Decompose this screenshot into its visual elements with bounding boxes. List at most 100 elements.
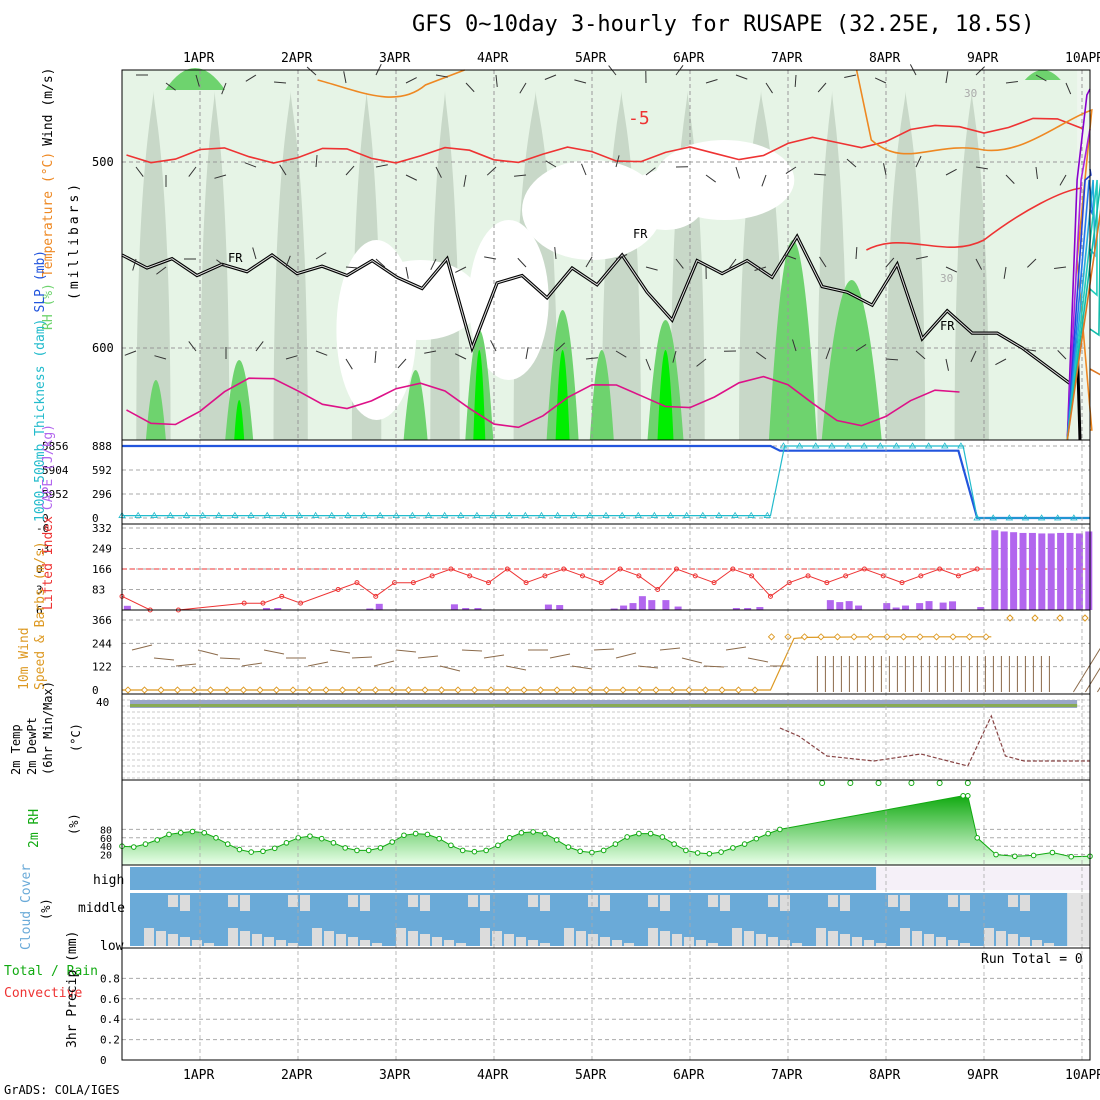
y-tick-label: 244 bbox=[92, 637, 112, 650]
cloud-gap bbox=[732, 928, 742, 946]
rh-dry-pocket bbox=[468, 220, 549, 380]
cloud-row-label: middle bbox=[78, 901, 125, 916]
lifted-index-point bbox=[749, 573, 755, 579]
cloud-gap bbox=[816, 928, 826, 946]
wind-barb bbox=[221, 82, 227, 95]
panel-ylabel: Cloud Cover bbox=[19, 864, 34, 950]
cloud-gap bbox=[540, 895, 550, 911]
wind-speed-marker bbox=[866, 633, 875, 641]
cape-bar bbox=[991, 530, 999, 610]
panel-ylabel-group: (%) bbox=[39, 898, 53, 920]
lifted-index-point bbox=[542, 573, 548, 579]
wind-barb bbox=[615, 350, 627, 358]
cloud-gap bbox=[588, 895, 598, 907]
cloud-gap bbox=[948, 940, 958, 946]
rh2m-point bbox=[506, 835, 513, 841]
wind-speed-marker bbox=[569, 686, 578, 694]
lifted-index-point bbox=[279, 593, 285, 599]
y-tick-label: 366 bbox=[92, 614, 112, 627]
panel-ylabel-group: Speed & Barbs (m/s) bbox=[33, 541, 48, 690]
wind-speed-marker bbox=[157, 686, 165, 694]
wind-barb bbox=[435, 166, 442, 178]
wind-speed-marker bbox=[734, 686, 743, 694]
rh2m-point bbox=[224, 841, 231, 847]
wind-barb bbox=[784, 254, 797, 260]
wind-barb bbox=[945, 358, 949, 371]
thickness-marker bbox=[650, 511, 659, 518]
wind-barb bbox=[554, 247, 557, 260]
wind-barb bbox=[825, 347, 831, 360]
wind-barb bbox=[135, 166, 144, 177]
panel-ylabel-group: 2m RH bbox=[27, 809, 42, 848]
cloud-gap bbox=[1008, 934, 1018, 946]
wind-barb bbox=[703, 665, 725, 668]
wind-barb bbox=[345, 358, 353, 370]
wind-barb bbox=[525, 347, 529, 360]
wind-barb bbox=[1059, 174, 1067, 186]
wind-barb bbox=[615, 155, 620, 168]
cape-bar bbox=[845, 601, 853, 610]
wind-speed-marker bbox=[1081, 614, 1089, 622]
y-tick-label: 0.6 bbox=[100, 993, 120, 1006]
wind-barb bbox=[846, 158, 857, 168]
wind-speed-marker bbox=[124, 686, 132, 694]
lifted-index-point bbox=[354, 580, 360, 586]
wind-speed-marker bbox=[239, 686, 248, 694]
cloud-gap bbox=[876, 943, 886, 946]
wind-speed-marker bbox=[536, 686, 545, 694]
wind-barb bbox=[188, 341, 197, 352]
wind-speed-marker bbox=[553, 686, 561, 694]
cloud-gap bbox=[408, 931, 418, 946]
lifted-index-point bbox=[636, 573, 642, 579]
rh2m-point bbox=[412, 830, 419, 837]
wind-barb bbox=[1027, 258, 1037, 268]
cloud-gap bbox=[948, 895, 958, 907]
wind-barb bbox=[375, 258, 386, 268]
lifted-index-point bbox=[486, 580, 492, 586]
rh2m-point bbox=[448, 842, 454, 849]
cloud-gap bbox=[648, 928, 658, 946]
panel-ylabel: 3hr Precip (mm) bbox=[65, 931, 80, 1048]
date-label-bottom: 9APR bbox=[967, 1068, 998, 1083]
panel-ylabel-group: 2m Temp 2m DewPt (6hr Min/Max) bbox=[9, 681, 55, 775]
panel-ylabel: 2m Temp bbox=[9, 724, 23, 775]
cloud-gap bbox=[744, 931, 754, 946]
cape-bar bbox=[1066, 532, 1074, 610]
wind-barb bbox=[672, 350, 677, 363]
thickness-marker bbox=[602, 511, 610, 518]
cape-bar bbox=[977, 607, 985, 610]
wind-barb bbox=[484, 256, 497, 260]
cloud-gap bbox=[1008, 895, 1018, 907]
panel-ylabel: Convective bbox=[4, 986, 82, 1001]
y-tick-label: 296 bbox=[92, 488, 112, 501]
rh2m-point bbox=[365, 847, 372, 854]
rh-moist-patch bbox=[589, 350, 614, 440]
wind-speed-marker bbox=[173, 686, 182, 694]
cape-bar bbox=[1000, 531, 1008, 610]
rh2m-point bbox=[553, 837, 560, 843]
lifted-index-point bbox=[955, 573, 961, 579]
cloud-gap bbox=[1032, 940, 1042, 946]
ylabel-part: RH (%) bbox=[41, 283, 56, 330]
wind-barb bbox=[405, 77, 417, 84]
contour-label: FR bbox=[633, 227, 648, 241]
cloud-gap bbox=[924, 934, 934, 946]
thickness-marker bbox=[376, 511, 384, 518]
y-tick-label: 122 bbox=[92, 661, 112, 674]
cloud-gap bbox=[648, 895, 658, 907]
cloud-gap bbox=[660, 931, 670, 946]
cape-bar bbox=[662, 600, 670, 610]
wind-speed-marker bbox=[421, 686, 429, 694]
wind-barb bbox=[1003, 266, 1007, 279]
cloud-gap bbox=[420, 895, 430, 911]
wind-barb bbox=[197, 649, 219, 656]
cloud-gap bbox=[708, 895, 718, 907]
thickness-marker bbox=[1054, 514, 1062, 521]
wind-barb bbox=[486, 166, 497, 176]
wind-barb bbox=[659, 647, 681, 651]
wind-barb bbox=[514, 174, 527, 177]
temp-point bbox=[847, 780, 854, 786]
rh2m-point bbox=[436, 835, 442, 842]
wind-barb bbox=[214, 174, 227, 179]
thickness-marker bbox=[198, 511, 207, 518]
